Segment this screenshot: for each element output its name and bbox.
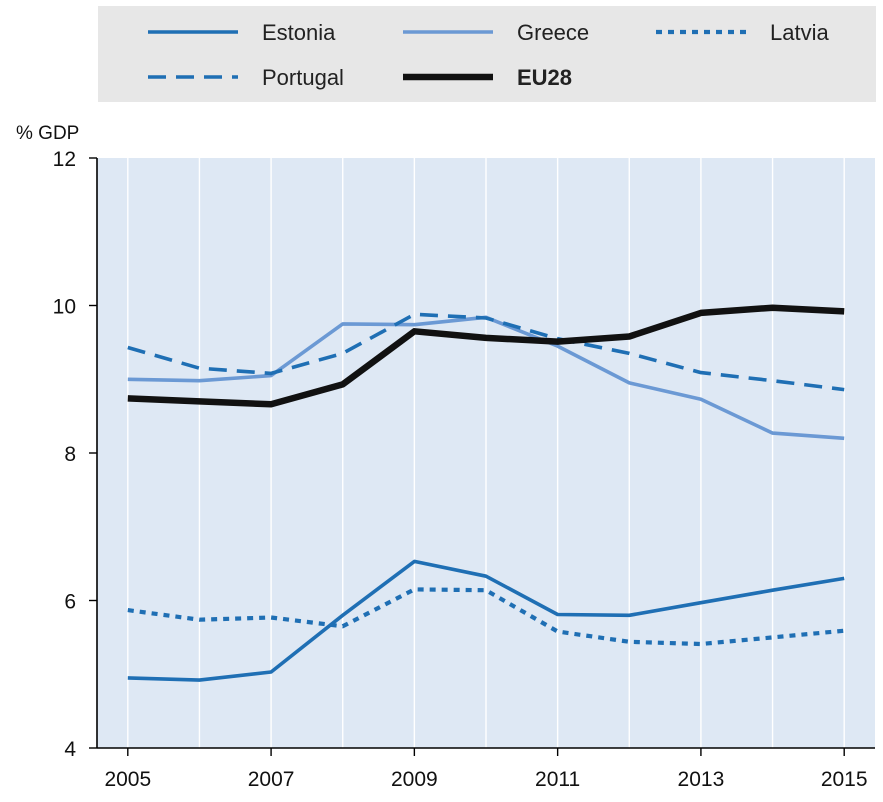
legend-box [98, 6, 876, 102]
series-layer [127, 304, 845, 682]
y-axis-unit-label: % GDP [16, 123, 79, 144]
x-tick-label: 2011 [535, 768, 580, 791]
x-tick-label: 2007 [248, 768, 295, 791]
y-tick-label: 8 [64, 443, 76, 466]
y-tick-label: 6 [64, 591, 76, 614]
x-tick-label: 2013 [678, 768, 725, 791]
y-tick-label: 12 [53, 148, 76, 171]
y-tick-label: 10 [53, 296, 76, 319]
series-line-portugal [127, 312, 845, 392]
x-tick-label: 2015 [821, 768, 868, 791]
x-tick-label: 2009 [391, 768, 438, 791]
legend-label-latvia: Latvia [770, 20, 829, 45]
legend-label-greece: Greece [517, 20, 589, 45]
legend-label-eu28: EU28 [517, 65, 572, 90]
y-tick-label: 4 [64, 738, 76, 761]
ticks: 2005 2007 2009 2011 2013 2015 4 6 8 10 12 [53, 148, 868, 791]
series-line-eu28 [127, 304, 845, 408]
legend-label-estonia: Estonia [262, 20, 336, 45]
series-line-estonia [127, 559, 845, 682]
grid [127, 158, 845, 748]
legend-label-portugal: Portugal [262, 65, 344, 90]
legend: Estonia Greece Latvia Portugal EU28 [148, 20, 829, 90]
x-tick-label: 2005 [104, 768, 151, 791]
series-line-latvia [127, 587, 845, 647]
